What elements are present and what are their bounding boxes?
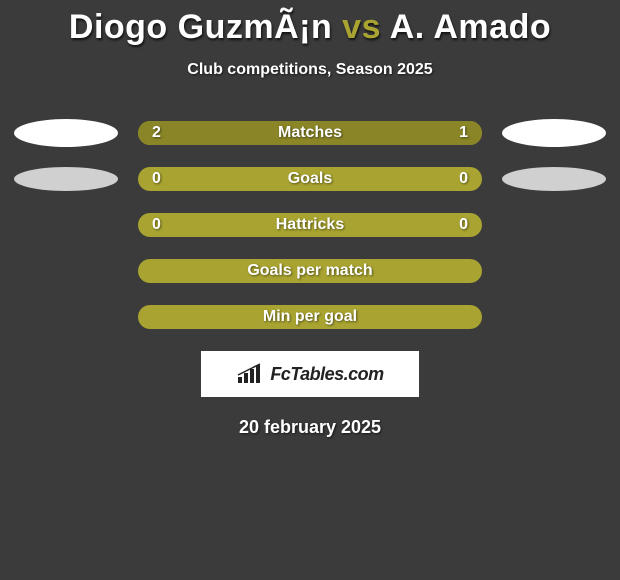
player2-name: A. Amado xyxy=(390,8,551,46)
right-bubble xyxy=(502,167,606,191)
right-bubble xyxy=(502,119,606,147)
brand-name: FcTables.com xyxy=(270,364,383,385)
stat-bar: 00Hattricks xyxy=(138,213,482,237)
stat-row: Goals per match xyxy=(0,259,620,283)
stat-label: Goals xyxy=(138,170,482,188)
stats-container: 21Matches 00Goals 00Hattricks Goals per mat… xyxy=(0,121,620,329)
stat-row: 21Matches xyxy=(0,121,620,145)
subtitle: Club competitions, Season 2025 xyxy=(0,61,620,79)
footer-date: 20 february 2025 xyxy=(0,417,620,438)
brand-box[interactable]: FcTables.com xyxy=(201,351,419,397)
stat-label: Min per goal xyxy=(138,308,482,326)
stat-bar: 00Goals xyxy=(138,167,482,191)
stat-label: Matches xyxy=(138,124,482,142)
stat-bar: 21Matches xyxy=(138,121,482,145)
stat-label: Goals per match xyxy=(138,262,482,280)
stat-label: Hattricks xyxy=(138,216,482,234)
stat-row: 00Goals xyxy=(0,167,620,191)
left-bubble xyxy=(14,167,118,191)
brand-chart-icon xyxy=(236,363,264,385)
stat-bar: Min per goal xyxy=(138,305,482,329)
player1-name: Diogo GuzmÃ¡n xyxy=(69,8,332,46)
stat-bar: Goals per match xyxy=(138,259,482,283)
stat-row: 00Hattricks xyxy=(0,213,620,237)
vs-text: vs xyxy=(332,8,389,46)
left-bubble xyxy=(14,119,118,147)
stat-row: Min per goal xyxy=(0,305,620,329)
page-title: Diogo GuzmÃ¡n vs A. Amado xyxy=(0,0,620,47)
